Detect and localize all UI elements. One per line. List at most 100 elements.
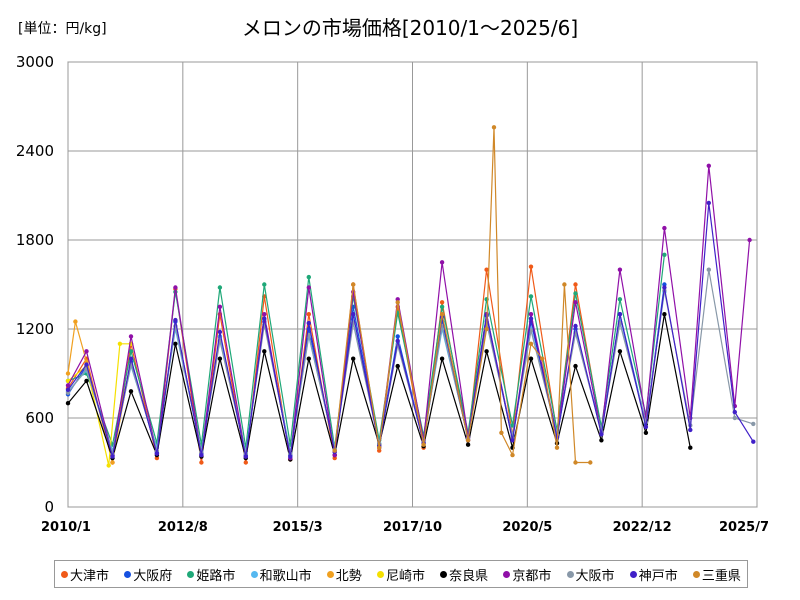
- data-point: [262, 312, 267, 317]
- x-tick-label: 2015/3: [273, 520, 323, 535]
- data-point: [617, 312, 623, 317]
- legend-label: 和歌山市: [259, 568, 312, 584]
- data-point: [491, 125, 497, 130]
- data-point: [751, 421, 756, 427]
- data-point: [288, 454, 293, 459]
- data-point: [573, 291, 578, 296]
- data-point: [573, 460, 578, 465]
- y-tick-label: 0: [44, 498, 54, 516]
- data-point: [439, 300, 445, 305]
- data-point: [110, 454, 115, 459]
- legend-marker: [440, 570, 448, 578]
- grid-lines: [67, 61, 758, 508]
- data-point: [217, 304, 223, 309]
- legend-label: 姫路市: [196, 568, 236, 584]
- data-point: [65, 387, 71, 392]
- data-point: [84, 378, 89, 384]
- data-point: [65, 383, 71, 388]
- data-point: [173, 285, 178, 290]
- legend-item: 大阪市: [566, 565, 615, 584]
- legend-item: 大阪府: [124, 565, 172, 584]
- data-point: [243, 454, 248, 459]
- unit-label: [単位：円/kg]: [18, 21, 107, 37]
- data-point: [351, 356, 356, 361]
- data-point: [377, 445, 382, 450]
- data-point: [173, 341, 178, 346]
- legend-item: 姫路市: [187, 565, 235, 584]
- legend-marker: [187, 570, 195, 578]
- legend-item: 奈良県: [440, 565, 488, 584]
- data-point: [65, 371, 71, 376]
- data-point: [306, 320, 311, 326]
- data-point: [439, 260, 445, 265]
- data-point: [465, 438, 471, 443]
- data-point: [84, 349, 89, 354]
- data-point: [484, 326, 489, 332]
- series-line: [67, 202, 754, 457]
- data-point: [562, 282, 567, 287]
- legend-item: 京都市: [503, 565, 551, 584]
- data-point: [617, 297, 623, 302]
- line-chart: 0 600 1200 1800 2400 3000 2010/1 2012/8 2015/3 20…: [16, 53, 769, 535]
- data-point: [617, 349, 623, 354]
- data-point: [528, 264, 534, 269]
- data-point: [510, 438, 515, 443]
- data-point: [573, 282, 578, 287]
- legend-marker: [124, 570, 132, 578]
- data-point: [599, 432, 604, 437]
- data-point: [199, 452, 204, 458]
- data-point: [110, 460, 115, 465]
- data-point: [217, 329, 223, 335]
- data-point: [528, 312, 534, 317]
- data-point: [528, 356, 534, 361]
- data-point: [128, 389, 134, 394]
- legend-marker: [376, 570, 384, 578]
- data-point: [439, 356, 445, 361]
- legend-item: 神戸市: [629, 565, 678, 584]
- data-point: [688, 445, 693, 450]
- data-point: [528, 316, 534, 321]
- data-point: [306, 356, 311, 361]
- legend-marker: [692, 570, 700, 578]
- legend-item: 大津市: [61, 565, 109, 584]
- x-tick-label: 2010/1: [41, 520, 91, 535]
- data-point: [128, 334, 134, 339]
- data-point: [351, 282, 356, 287]
- x-tick-label: 2022/12: [613, 520, 672, 535]
- data-point: [351, 312, 356, 317]
- data-point: [662, 312, 667, 317]
- data-point: [662, 285, 667, 290]
- legend-marker: [61, 570, 68, 578]
- legend-marker: [326, 570, 334, 578]
- data-point: [706, 267, 711, 272]
- series-layer: [65, 125, 756, 468]
- data-point: [732, 415, 737, 421]
- legend-item: 和歌山市: [250, 565, 312, 584]
- data-point: [662, 252, 667, 257]
- data-point: [395, 300, 400, 305]
- data-point: [199, 460, 204, 465]
- data-point: [306, 312, 311, 317]
- data-point: [617, 267, 623, 272]
- legend-marker: [629, 570, 637, 578]
- legend-marker: [250, 570, 258, 578]
- data-point: [332, 448, 337, 453]
- data-point: [510, 452, 515, 458]
- x-tick-label: 2020/5: [502, 520, 552, 535]
- data-point: [528, 294, 534, 299]
- data-point: [554, 445, 560, 450]
- legend-label: 奈良県: [449, 568, 489, 584]
- data-point: [217, 285, 223, 290]
- data-point: [306, 274, 311, 280]
- data-point: [65, 378, 71, 384]
- x-tick-label: 2025/7: [719, 520, 769, 535]
- data-point: [662, 225, 667, 231]
- chart-title: メロンの市場価格[2010/1～2025/6]: [241, 16, 579, 40]
- y-tick-label: 2400: [16, 142, 54, 160]
- data-point: [439, 312, 445, 317]
- data-point: [540, 356, 545, 361]
- legend: 大津市 大阪府 姫路市 和歌山市 北勢 尼崎市 奈良県 京都市 大阪市 神戸市 三重県: [54, 560, 748, 588]
- legend-marker: [566, 570, 574, 578]
- data-point: [573, 323, 578, 329]
- legend-label: 尼崎市: [385, 568, 425, 584]
